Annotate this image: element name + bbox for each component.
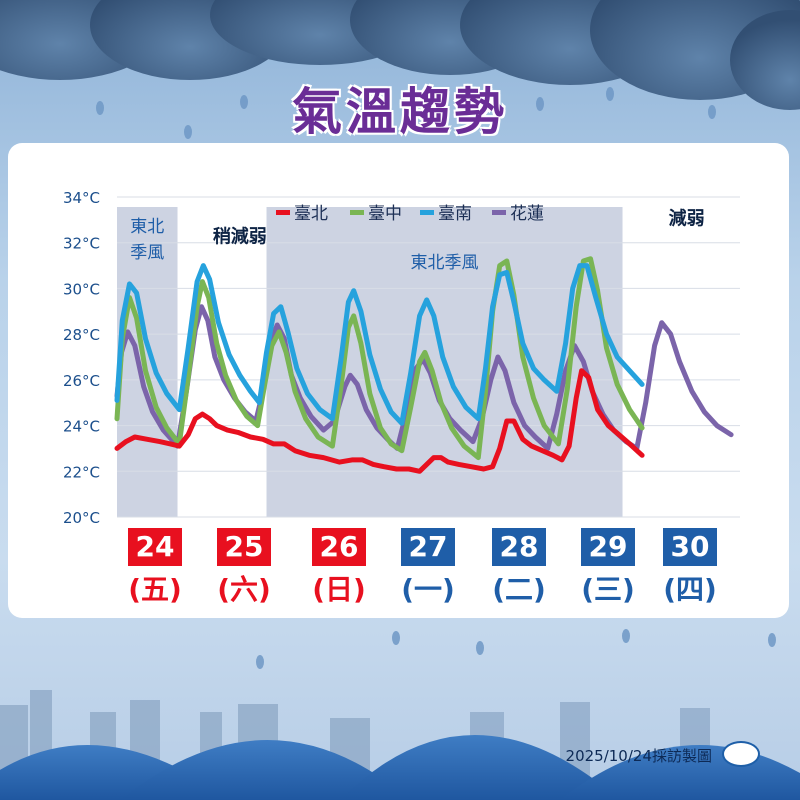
annotation: 減弱 <box>669 207 705 229</box>
series-line-臺北 <box>114 368 645 474</box>
raindrops <box>96 87 776 669</box>
legend-swatch <box>420 210 434 215</box>
shaded-period-label: 季風 <box>130 243 164 263</box>
y-tick-label: 26°C <box>63 372 100 390</box>
cwa-logo-icon <box>722 741 760 767</box>
weekday-label: (六) <box>217 573 271 606</box>
legend-label: 臺中 <box>368 204 402 224</box>
weekday-label: (二) <box>492 573 546 606</box>
legend-label: 臺北 <box>294 204 328 224</box>
legend-swatch <box>350 210 364 215</box>
y-tick-label: 22°C <box>63 463 100 481</box>
date-box-27: 27 <box>401 528 455 566</box>
date-box-26: 26 <box>312 528 366 566</box>
page-title: 氣溫趨勢 <box>292 83 508 141</box>
shaded-period-label: 東北季風 <box>411 253 479 273</box>
shaded-period-0 <box>117 207 178 517</box>
weekday-label: (三) <box>581 573 635 606</box>
footer-credit: 2025/10/24採訪製圖 <box>565 747 712 765</box>
y-tick-label: 30°C <box>63 280 100 298</box>
annotation: 稍減弱 <box>213 226 267 248</box>
weekday-label: (日) <box>312 573 366 606</box>
legend-label: 花蓮 <box>510 204 544 224</box>
date-box-24: 24 <box>128 528 182 566</box>
date-box-25: 25 <box>217 528 271 566</box>
date-box-28: 28 <box>492 528 546 566</box>
shaded-period-label: 東北 <box>130 217 164 237</box>
y-tick-label: 28°C <box>63 326 100 344</box>
y-tick-label: 20°C <box>63 509 100 527</box>
legend-swatch <box>276 210 290 215</box>
storm-clouds <box>0 0 800 110</box>
date-box-29: 29 <box>581 528 635 566</box>
series-line-臺南 <box>114 263 645 426</box>
y-tick-label: 34°C <box>63 189 100 207</box>
series-line-臺中 <box>114 256 645 461</box>
weekday-label: (四) <box>663 573 717 606</box>
y-tick-label: 24°C <box>63 418 100 436</box>
legend-swatch <box>492 210 506 215</box>
weekday-label: (五) <box>128 573 182 606</box>
weekday-label: (一) <box>401 573 455 606</box>
date-box-30: 30 <box>663 528 717 566</box>
y-tick-label: 32°C <box>63 235 100 253</box>
legend-label: 臺南 <box>438 204 472 224</box>
